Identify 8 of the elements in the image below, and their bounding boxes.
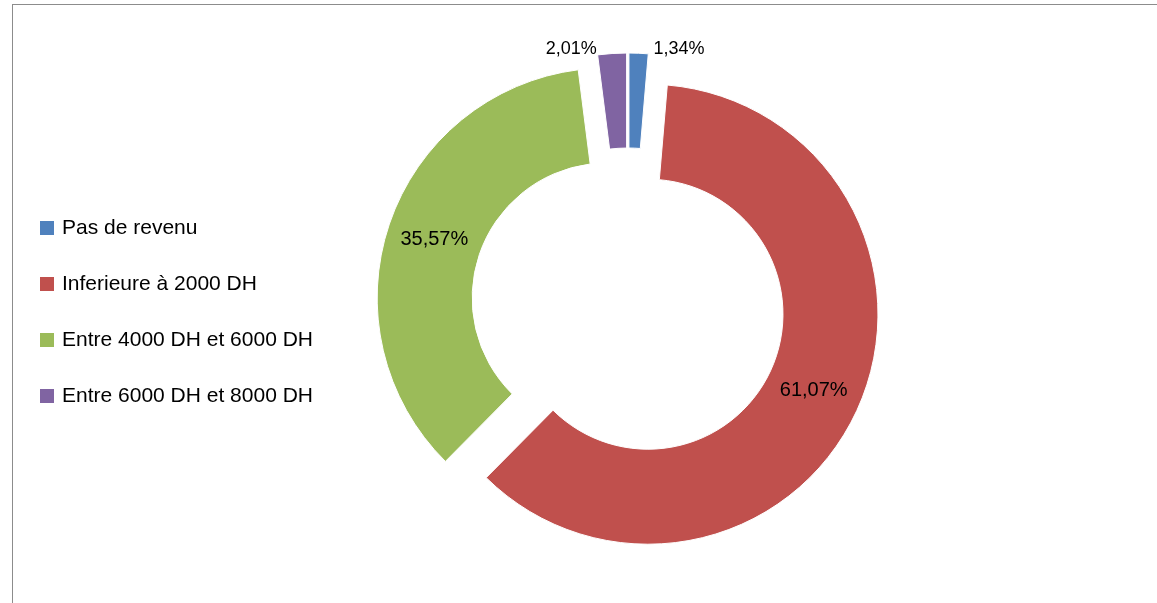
data-label: 61,07% [779,377,848,400]
data-label: 2,01% [545,38,597,59]
data-label: 1,34% [653,37,705,58]
data-label: 35,57% [400,226,469,249]
legend-label: Inferieure à 2000 DH [62,270,257,294]
legend-label: Entre 4000 DH et 6000 DH [62,326,313,350]
legend-label: Entre 6000 DH et 8000 DH [62,382,313,406]
legend-label: Pas de revenu [62,214,198,238]
